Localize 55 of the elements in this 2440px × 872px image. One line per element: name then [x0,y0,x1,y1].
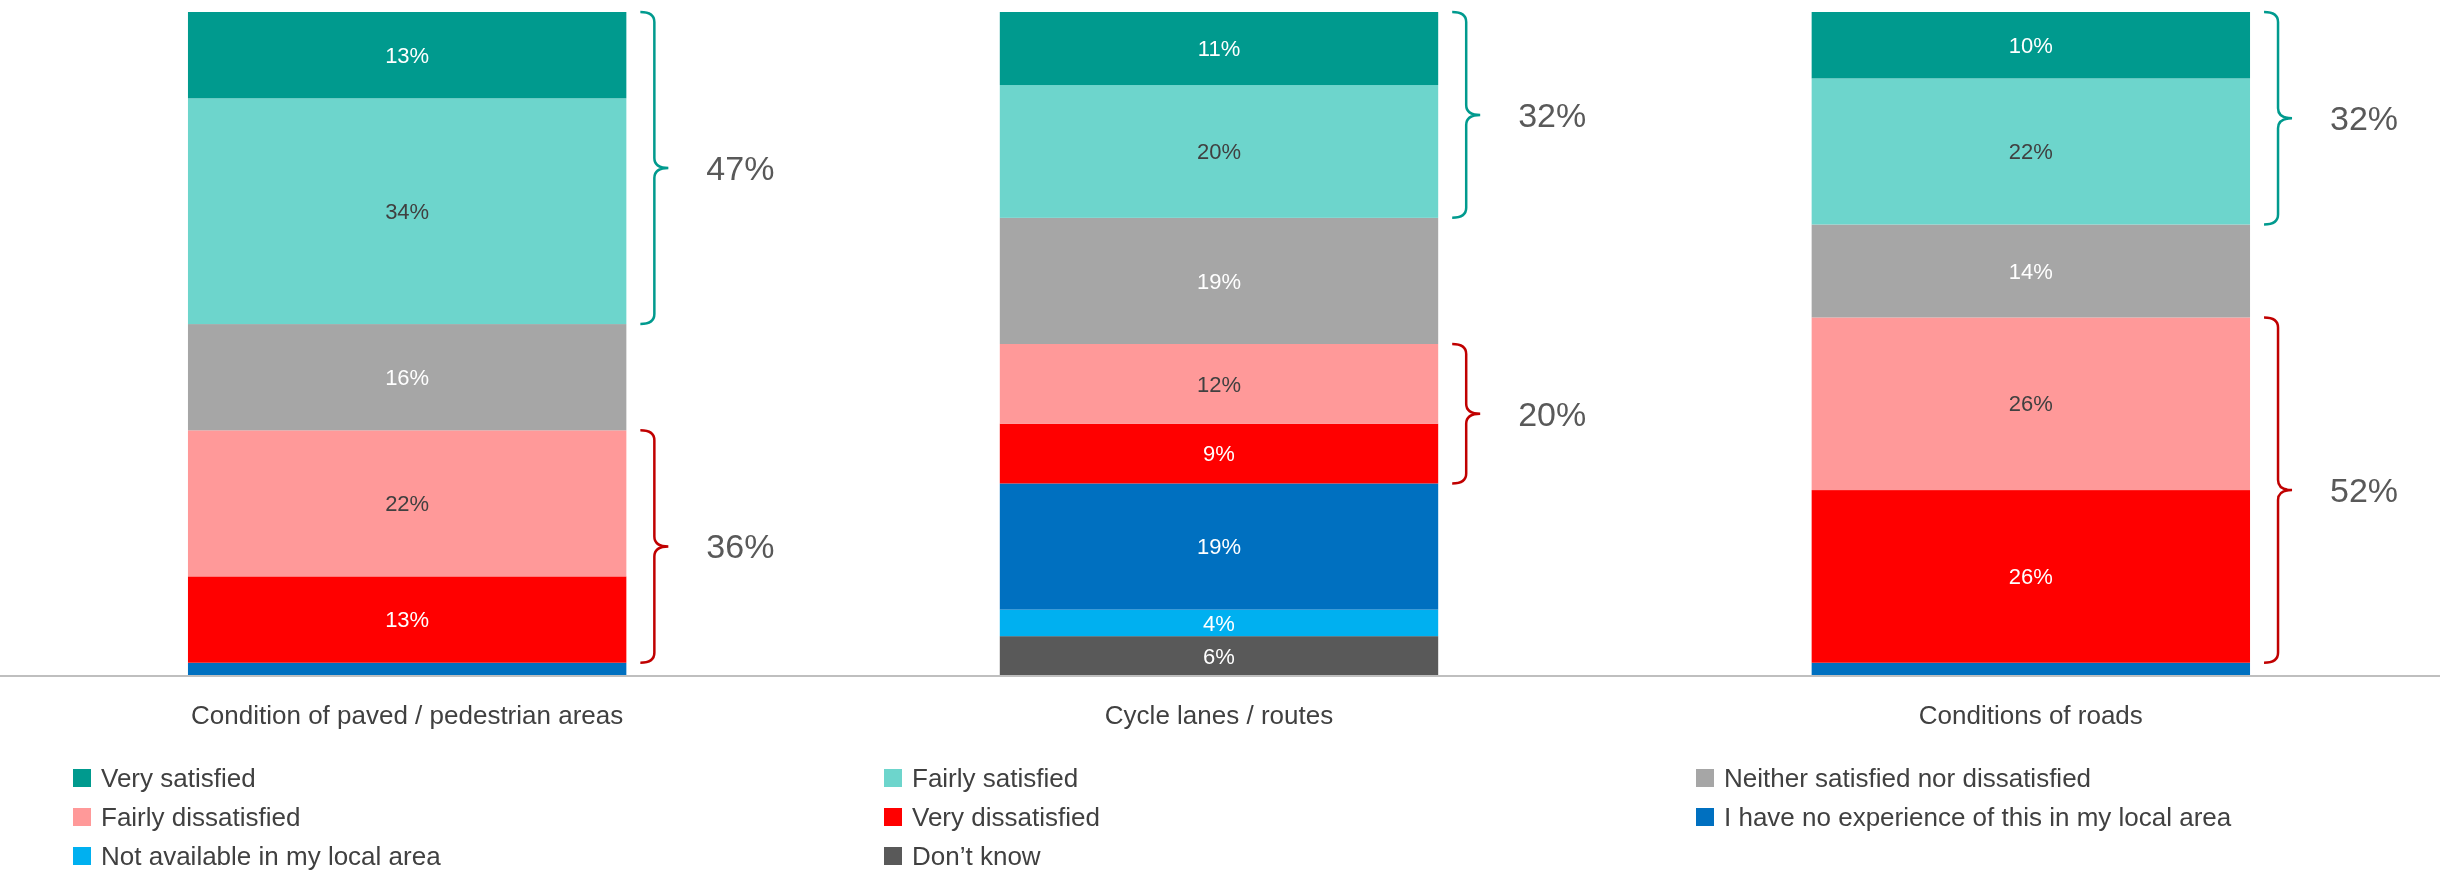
annotation: 47% [706,148,775,187]
bar [999,636,1439,676]
annotation: 32% [2330,99,2399,138]
bar [187,324,627,431]
data-label: 19% [1196,534,1242,560]
bar [999,483,1439,610]
bar [1811,78,2251,225]
bar [187,98,627,325]
data-label: 14% [2008,258,2053,284]
annotation: 20% [1518,394,1587,433]
data-label: 10% [2008,32,2053,58]
legend-label: Very satisfied [101,763,256,794]
legend-label: Very dissatisfied [912,802,1100,833]
bar [1811,224,2251,318]
data-label: 13% [385,42,430,68]
legend-label: I have no experience of this in my local area [1724,802,2232,833]
legend-label: Fairly dissatisfied [101,802,301,833]
x-tick-label: Conditions of roads [1918,700,2143,730]
data-label: 22% [2008,139,2053,165]
x-tick-label: Condition of paved / pedestrian areas [191,700,624,730]
bar [187,12,627,99]
annotation: 32% [1518,95,1587,134]
data-label: 26% [2008,391,2053,417]
data-label: 16% [385,364,430,390]
data-label: 20% [1196,139,1242,165]
data-label: 19% [1196,268,1242,294]
data-label: 34% [385,198,430,224]
bar [187,576,627,663]
legend-label: Fairly satisfied [912,763,1079,794]
annotation: 36% [706,527,775,566]
bar [999,12,1439,86]
data-label: 6% [1203,643,1235,669]
data-label: 4% [1203,610,1235,636]
data-label: 12% [1196,371,1242,397]
data-label: 9% [1203,441,1235,467]
x-tick-label: Cycle lanes / routes [1104,700,1334,730]
bar [999,423,1439,484]
bar [1811,662,2251,676]
data-label: 26% [2008,564,2053,590]
data-label: 13% [385,607,430,633]
bar [999,85,1439,218]
bar [999,217,1439,344]
data-label: 22% [385,491,430,517]
bar [187,662,627,676]
legend-label: Not available in my local area [101,841,442,872]
legend-label: Don’t know [912,841,1041,872]
legend-label: Neither satisfied nor dissatisfied [1724,763,2092,794]
bar [1811,317,2251,491]
bar [999,609,1439,637]
bar [1811,12,2251,79]
bar [999,344,1439,424]
bar [187,430,627,577]
annotation: 52% [2330,470,2399,509]
bar [1811,490,2251,663]
data-label: 11% [1197,36,1241,62]
